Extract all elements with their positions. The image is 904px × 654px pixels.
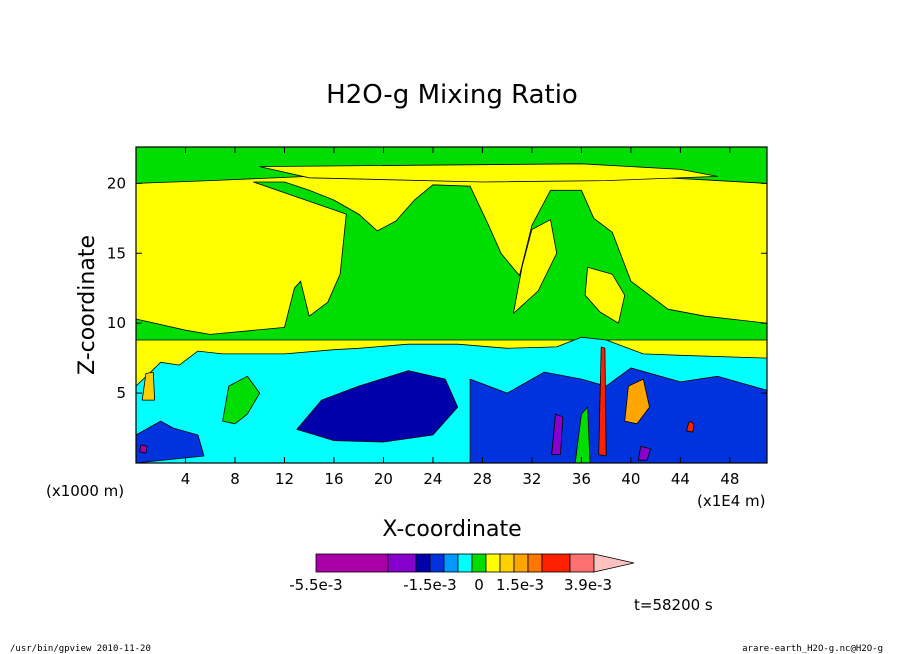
contour-region-7 bbox=[296, 370, 459, 443]
x-tick-label: 36 bbox=[572, 470, 591, 488]
colorbar-swatch bbox=[485, 553, 501, 573]
x-axis: 4 8 12 16 20 24 28 32 36 40 44 48 bbox=[181, 147, 739, 488]
x-tick-label: 44 bbox=[671, 470, 690, 488]
plot-frame bbox=[135, 146, 768, 464]
y-tick-label: 15 bbox=[107, 244, 126, 262]
colorbar-label: -5.5e-3 bbox=[289, 576, 342, 594]
x-scale-right-label: (x1E4 m) bbox=[697, 492, 766, 510]
x-tick-label: 28 bbox=[473, 470, 492, 488]
colorbar-label: -1.5e-3 bbox=[403, 576, 456, 594]
colorbar-swatch bbox=[569, 553, 595, 573]
x-tick-label: 8 bbox=[230, 470, 240, 488]
contour-region-3 bbox=[513, 219, 558, 314]
y-tick-label: 10 bbox=[107, 314, 126, 332]
colorbar-swatch bbox=[513, 553, 529, 573]
x-tick-label: 20 bbox=[374, 470, 393, 488]
x-tick-label: 24 bbox=[423, 470, 442, 488]
colorbar-swatch bbox=[457, 553, 473, 573]
colorbar-swatch bbox=[527, 553, 543, 573]
contour-region-12 bbox=[624, 378, 650, 425]
contour-region-11 bbox=[598, 346, 607, 457]
footer-left: /usr/bin/gpview 2010-11-20 bbox=[10, 644, 151, 654]
colorbar-label: 0 bbox=[474, 576, 484, 594]
x-tick-label: 12 bbox=[275, 470, 294, 488]
colorbar-swatch bbox=[315, 553, 389, 573]
x-tick-label: 40 bbox=[621, 470, 640, 488]
chart-title: H2O-g Mixing Ratio bbox=[326, 80, 578, 110]
y-axis-label: Z-coordinate bbox=[75, 235, 100, 375]
y-tick-label: 20 bbox=[107, 174, 126, 192]
colorbar-arrow bbox=[593, 553, 635, 573]
y-axis: 5 10 15 20 bbox=[107, 174, 767, 402]
contour-region-15 bbox=[637, 445, 652, 461]
colorbar-swatch bbox=[541, 553, 571, 573]
contour-region-13 bbox=[141, 371, 156, 401]
colorbar-labels: -5.5e-3 -1.5e-3 0 1.5e-3 3.9e-3 bbox=[289, 576, 612, 594]
contour-region-6 bbox=[222, 375, 261, 425]
colorbar-swatch bbox=[443, 553, 459, 573]
x-tick-label: 48 bbox=[720, 470, 739, 488]
time-label: t=58200 s bbox=[634, 596, 713, 614]
colorbar-swatch bbox=[387, 553, 417, 573]
contour-region-17 bbox=[139, 444, 148, 454]
contour-region-1 bbox=[259, 163, 718, 183]
contour-regions bbox=[135, 146, 768, 464]
colorbar bbox=[315, 553, 635, 573]
colorbar-label: 1.5e-3 bbox=[496, 576, 544, 594]
contour-region-4 bbox=[584, 266, 626, 324]
x-scale-left-label: (x1000 m) bbox=[46, 482, 124, 500]
x-axis-label: X-coordinate bbox=[382, 517, 521, 542]
colorbar-swatch bbox=[471, 553, 487, 573]
x-tick-label: 32 bbox=[522, 470, 541, 488]
contour-region-14 bbox=[551, 413, 564, 456]
colorbar-label: 3.9e-3 bbox=[564, 576, 612, 594]
footer-right: arare-earth_H2O-g.nc@H2O-g bbox=[742, 644, 883, 654]
colorbar-swatch bbox=[415, 553, 431, 573]
x-tick-label: 16 bbox=[324, 470, 343, 488]
x-tick-label: 4 bbox=[181, 470, 191, 488]
y-tick-label: 5 bbox=[116, 384, 126, 402]
colorbar-swatch bbox=[429, 553, 445, 573]
contour-region-16 bbox=[686, 420, 695, 433]
colorbar-swatch bbox=[499, 553, 515, 573]
